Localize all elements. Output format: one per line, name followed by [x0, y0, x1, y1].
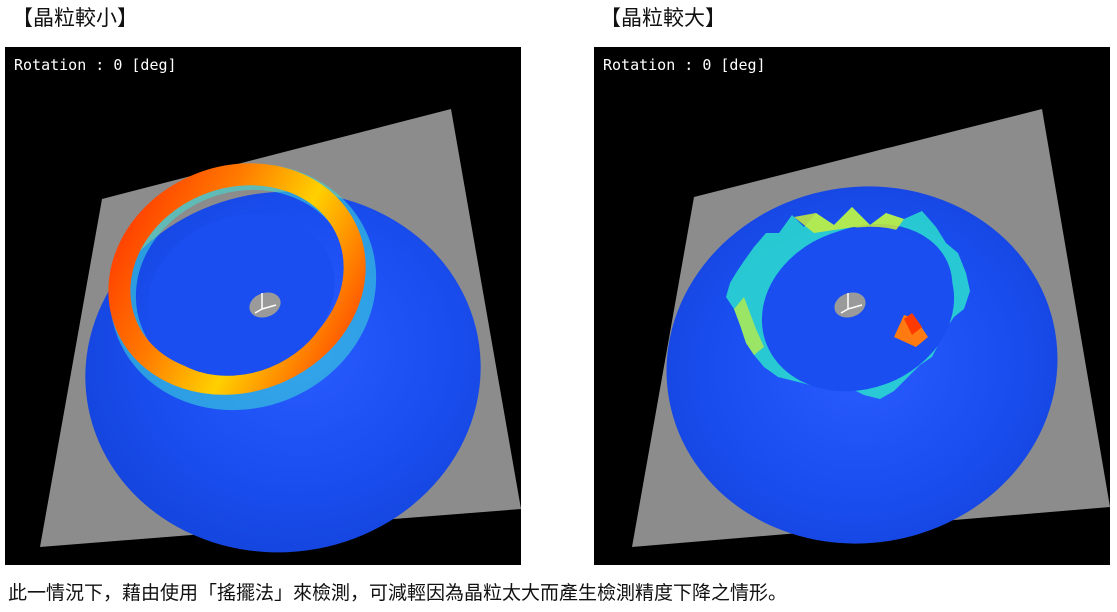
height-map-small-grain: [40, 109, 521, 553]
panel-title-small-grain: 【晶粒較小】: [12, 6, 138, 30]
viewport-small-grain[interactable]: Rotation : 0 [deg]: [5, 47, 521, 565]
rotation-readout: Rotation : 0 [deg]: [603, 56, 766, 74]
rotation-readout: Rotation : 0 [deg]: [14, 56, 177, 74]
high-ring: [108, 163, 366, 395]
height-map-large-grain: [632, 109, 1110, 547]
axis-marker-icon: [840, 293, 863, 314]
viewport-large-grain[interactable]: Rotation : 0 [deg]: [594, 47, 1110, 565]
panel-title-large-grain: 【晶粒較大】: [600, 6, 726, 30]
ring-highlight: [794, 207, 904, 233]
axis-marker-icon: [254, 293, 277, 314]
grain-peak-top: [904, 313, 922, 335]
ring-interior: [147, 214, 335, 376]
caption-text: 此一情況下，藉由使用「搖擺法」來檢測，可減輕因為晶粒太大而產生檢測精度下降之情形…: [8, 582, 788, 604]
center-hole: [834, 292, 866, 318]
ring-highlight-left: [734, 297, 764, 355]
